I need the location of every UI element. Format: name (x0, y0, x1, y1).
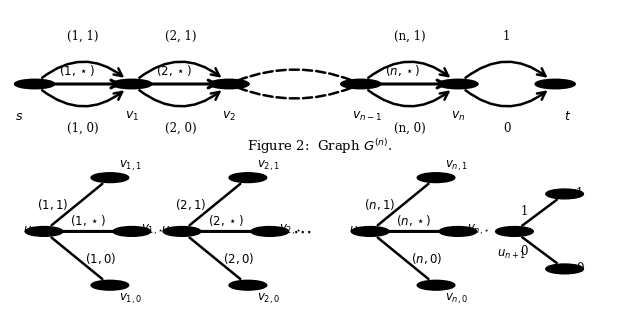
FancyArrowPatch shape (368, 90, 448, 106)
Text: $t$: $t$ (564, 110, 572, 123)
FancyArrowPatch shape (189, 184, 241, 225)
Text: $v_{2,⋆}$: $v_{2,⋆}$ (279, 223, 302, 237)
Circle shape (251, 226, 289, 236)
Circle shape (25, 226, 63, 236)
FancyArrowPatch shape (378, 184, 429, 225)
FancyArrowPatch shape (238, 70, 352, 80)
Text: $(1,\star)$: $(1,\star)$ (59, 63, 95, 78)
Circle shape (417, 280, 455, 290)
Text: $(n,\star)$: $(n,\star)$ (396, 213, 432, 227)
Circle shape (546, 189, 584, 199)
Text: (n, 1): (n, 1) (394, 30, 425, 43)
Text: Figure 2:  Graph $G^{(n)}$.: Figure 2: Graph $G^{(n)}$. (247, 137, 393, 156)
Circle shape (495, 226, 533, 236)
Circle shape (15, 79, 54, 89)
Text: $v_n$: $v_n$ (451, 110, 465, 123)
FancyArrowPatch shape (378, 238, 429, 279)
FancyArrowPatch shape (371, 80, 445, 88)
Text: $v_{1,1}$: $v_{1,1}$ (119, 158, 142, 173)
FancyArrowPatch shape (522, 237, 557, 263)
Circle shape (340, 79, 381, 89)
Text: (2, 0): (2, 0) (164, 122, 196, 135)
FancyArrowPatch shape (52, 238, 102, 279)
Text: (2, 1): (2, 1) (164, 30, 196, 43)
Text: $u_1$: $u_1$ (22, 225, 36, 238)
Circle shape (546, 264, 584, 274)
Text: $u_2$: $u_2$ (161, 225, 175, 238)
FancyArrowPatch shape (465, 90, 545, 106)
Text: $v_{2,1}$: $v_{2,1}$ (257, 158, 280, 173)
Text: $(2,1)$: $(2,1)$ (175, 197, 207, 212)
FancyArrowPatch shape (189, 238, 241, 279)
Circle shape (351, 226, 389, 236)
Circle shape (229, 280, 267, 290)
Text: $v_2$: $v_2$ (222, 110, 236, 123)
Text: 1: 1 (520, 205, 527, 217)
Text: $(1,0)$: $(1,0)$ (85, 251, 116, 266)
Circle shape (209, 79, 249, 89)
Circle shape (439, 226, 477, 236)
FancyArrowPatch shape (238, 88, 352, 99)
Circle shape (163, 226, 201, 236)
Text: $(2,0)$: $(2,0)$ (223, 251, 255, 266)
Text: $u_n$: $u_n$ (349, 225, 363, 238)
Text: $v_1$: $v_1$ (125, 110, 139, 123)
Text: $v_{1,0}$: $v_{1,0}$ (119, 292, 142, 306)
FancyArrowPatch shape (141, 80, 216, 88)
Text: $(n,\star)$: $(n,\star)$ (385, 63, 421, 78)
Text: (n, 0): (n, 0) (394, 122, 425, 135)
Circle shape (535, 79, 575, 89)
Text: 0: 0 (520, 245, 527, 258)
Text: $v_{n,1}$: $v_{n,1}$ (445, 158, 468, 173)
Text: $(n,1)$: $(n,1)$ (364, 197, 395, 212)
FancyArrowPatch shape (522, 200, 557, 226)
Text: $(2,\star)$: $(2,\star)$ (208, 213, 244, 227)
Circle shape (91, 173, 129, 182)
Circle shape (229, 173, 267, 182)
Circle shape (91, 280, 129, 290)
Text: $v_{2,0}$: $v_{2,0}$ (257, 292, 280, 306)
FancyArrowPatch shape (140, 62, 220, 78)
Text: $(n,0)$: $(n,0)$ (412, 251, 443, 266)
Text: 1: 1 (576, 187, 583, 201)
FancyArrowPatch shape (44, 80, 118, 88)
Circle shape (438, 79, 478, 89)
FancyArrowPatch shape (465, 62, 545, 78)
Text: $(1,1)$: $(1,1)$ (38, 197, 68, 212)
FancyArrowPatch shape (368, 62, 448, 78)
Circle shape (112, 79, 152, 89)
Text: 1: 1 (503, 30, 510, 43)
Text: 0: 0 (503, 122, 510, 135)
Text: $s$: $s$ (15, 110, 23, 123)
Circle shape (417, 173, 455, 182)
Text: $u_{n+1}$: $u_{n+1}$ (497, 248, 526, 261)
Text: $(2,\star)$: $(2,\star)$ (156, 63, 192, 78)
FancyArrowPatch shape (42, 62, 122, 78)
Text: $v_{n-1}$: $v_{n-1}$ (352, 110, 382, 123)
Text: (1, 1): (1, 1) (67, 30, 99, 43)
Text: $v_{n,⋆}$: $v_{n,⋆}$ (467, 223, 490, 237)
Text: 0: 0 (576, 262, 584, 275)
FancyArrowPatch shape (42, 90, 122, 106)
Text: $\cdots$: $\cdots$ (292, 222, 311, 240)
Text: $v_{n,0}$: $v_{n,0}$ (445, 292, 468, 306)
FancyArrowPatch shape (52, 184, 102, 225)
Text: (1, 0): (1, 0) (67, 122, 99, 135)
Text: $(1,\star)$: $(1,\star)$ (70, 213, 106, 227)
FancyArrowPatch shape (140, 90, 220, 106)
Circle shape (113, 226, 150, 236)
Text: $v_{1,⋆}$: $v_{1,⋆}$ (141, 223, 164, 237)
